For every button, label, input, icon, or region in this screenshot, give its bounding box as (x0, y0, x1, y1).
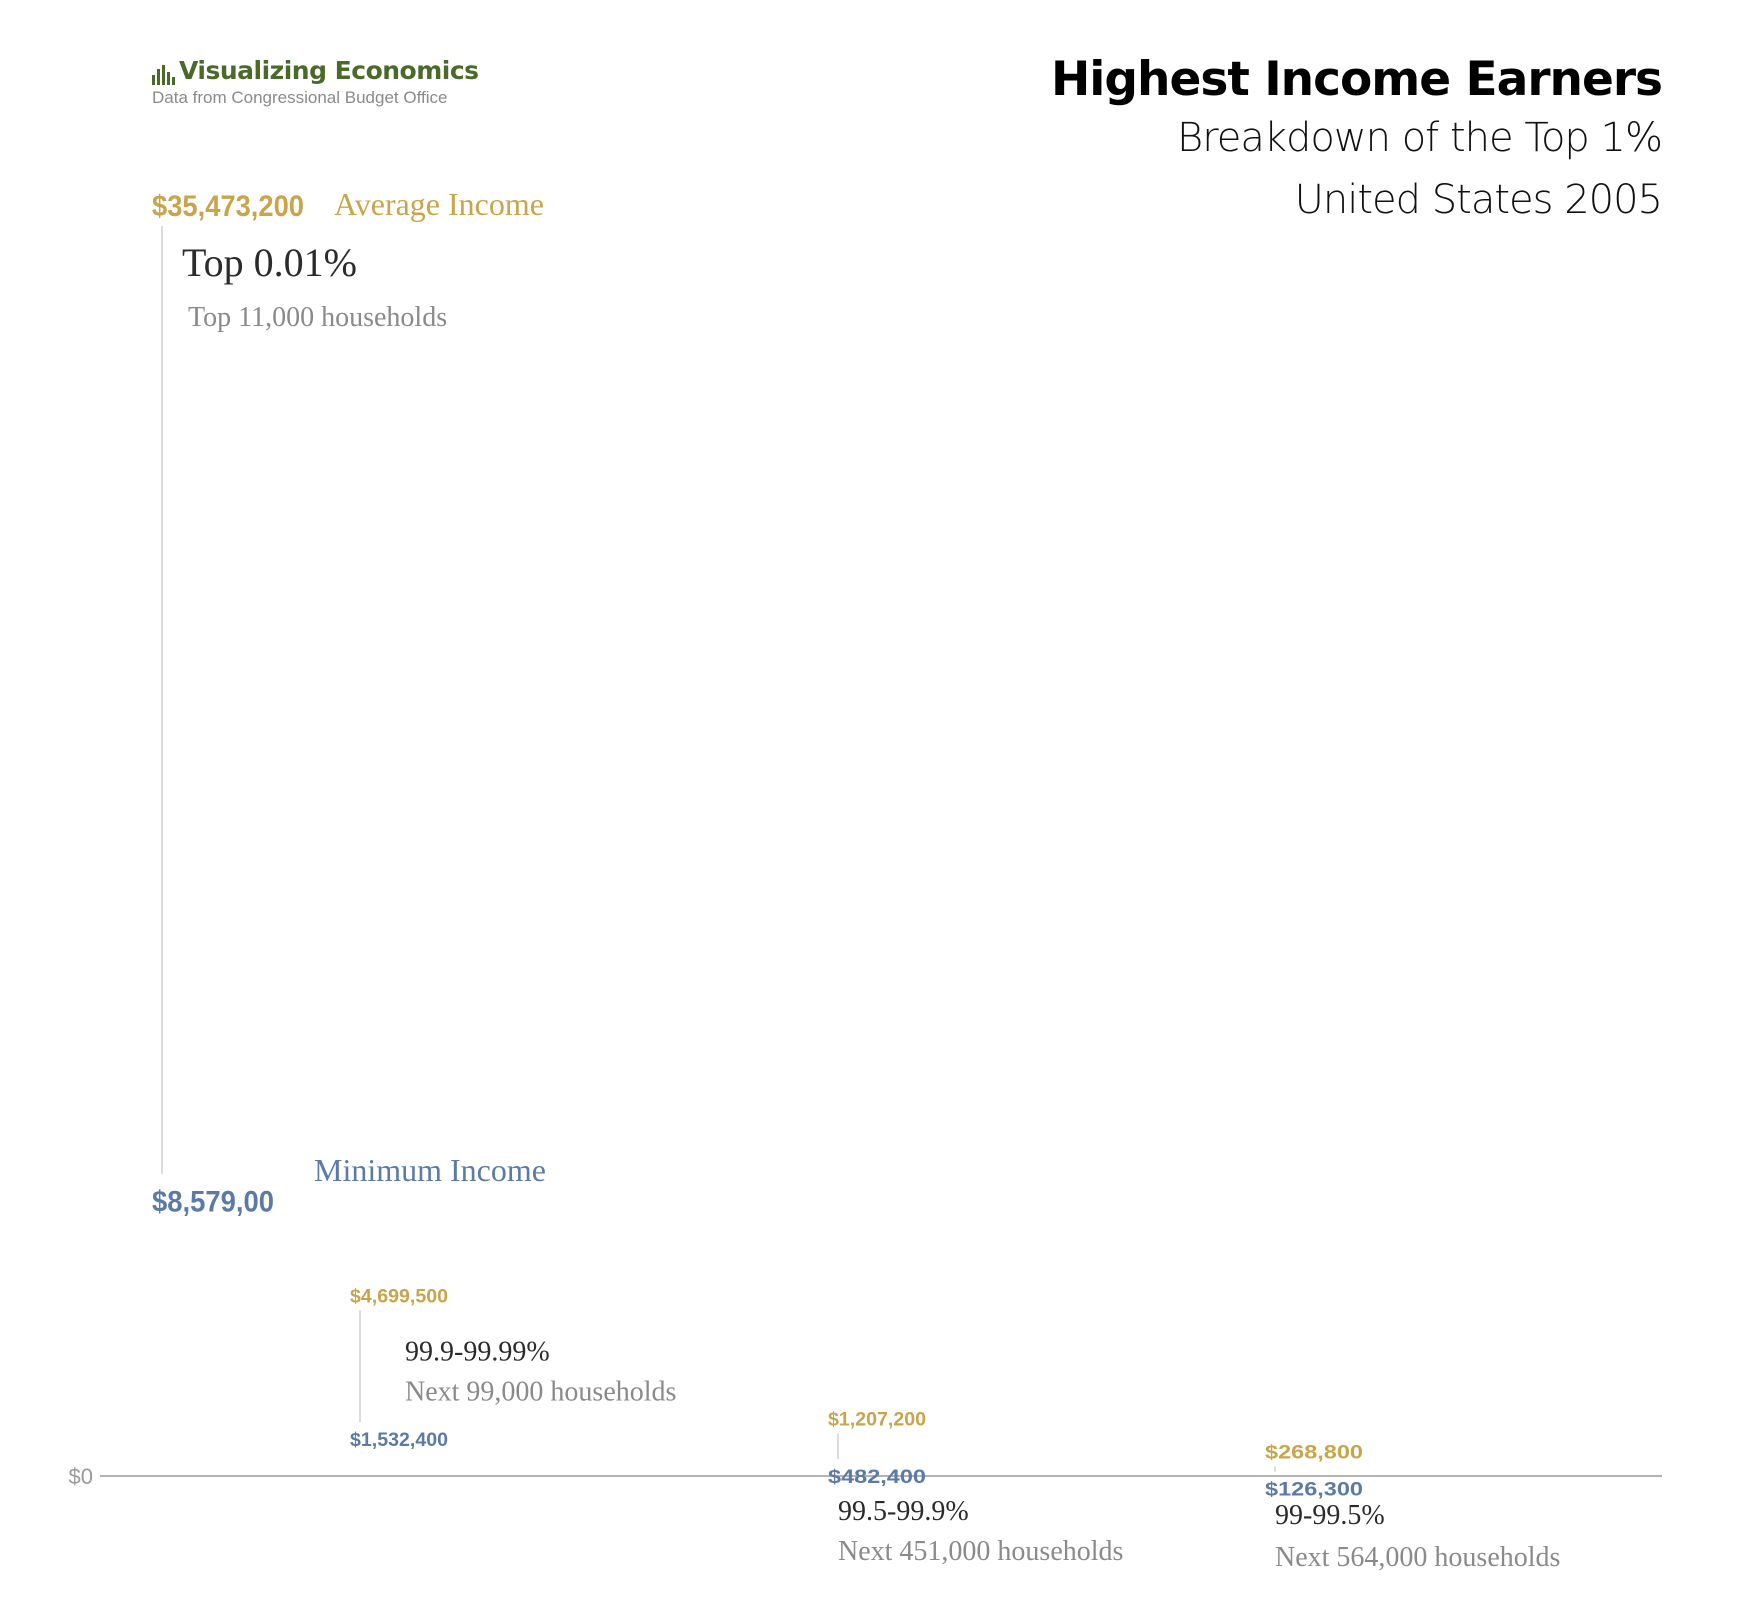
data-source: Data from Congressional Budget Office (152, 88, 448, 107)
minimum-value-label: $126,300 (1265, 1480, 1363, 1501)
brand: Visualizing Economics Data from Congress… (152, 56, 479, 108)
group-name-label: 99.9-99.99% (405, 1336, 550, 1367)
average-value-label: $4,699,500 (350, 1286, 448, 1307)
households-label: Top 11,000 households (188, 302, 447, 333)
bar-chart-icon (152, 65, 175, 85)
chart-titles: Highest Income Earners Breakdown of the … (1050, 52, 1663, 231)
minimum-value-label: $1,532,400 (350, 1430, 448, 1451)
average-value-label: $1,207,200 (828, 1409, 926, 1430)
chart-title: Highest Income Earners (1050, 52, 1663, 107)
legend-minimum-income: Minimum Income (314, 1152, 546, 1188)
chart-subtitle-line-2: United States 2005 (1294, 177, 1663, 223)
brand-name[interactable]: Visualizing Economics (179, 56, 479, 85)
baseline-label: $0 (69, 1464, 93, 1489)
group-name-label: 99-99.5% (1275, 1500, 1385, 1531)
households-label: Next 564,000 households (1275, 1542, 1560, 1573)
average-value-label: $35,473,200 (152, 190, 304, 223)
households-label: Next 451,000 households (838, 1536, 1123, 1567)
minimum-value-label: $8,579,00 (152, 1186, 274, 1219)
minimum-value-label: $482,400 (828, 1467, 926, 1488)
group-name-label: Top 0.01% (182, 240, 357, 285)
brand-row: Visualizing Economics (152, 56, 479, 85)
households-label: Next 99,000 households (405, 1376, 676, 1407)
chart-subtitle-line-1: Breakdown of the Top 1% (1177, 115, 1663, 161)
average-value-label: $268,800 (1265, 1443, 1363, 1464)
group-name-label: 99.5-99.9% (838, 1496, 969, 1527)
legend-average-income: Average Income (334, 186, 544, 222)
